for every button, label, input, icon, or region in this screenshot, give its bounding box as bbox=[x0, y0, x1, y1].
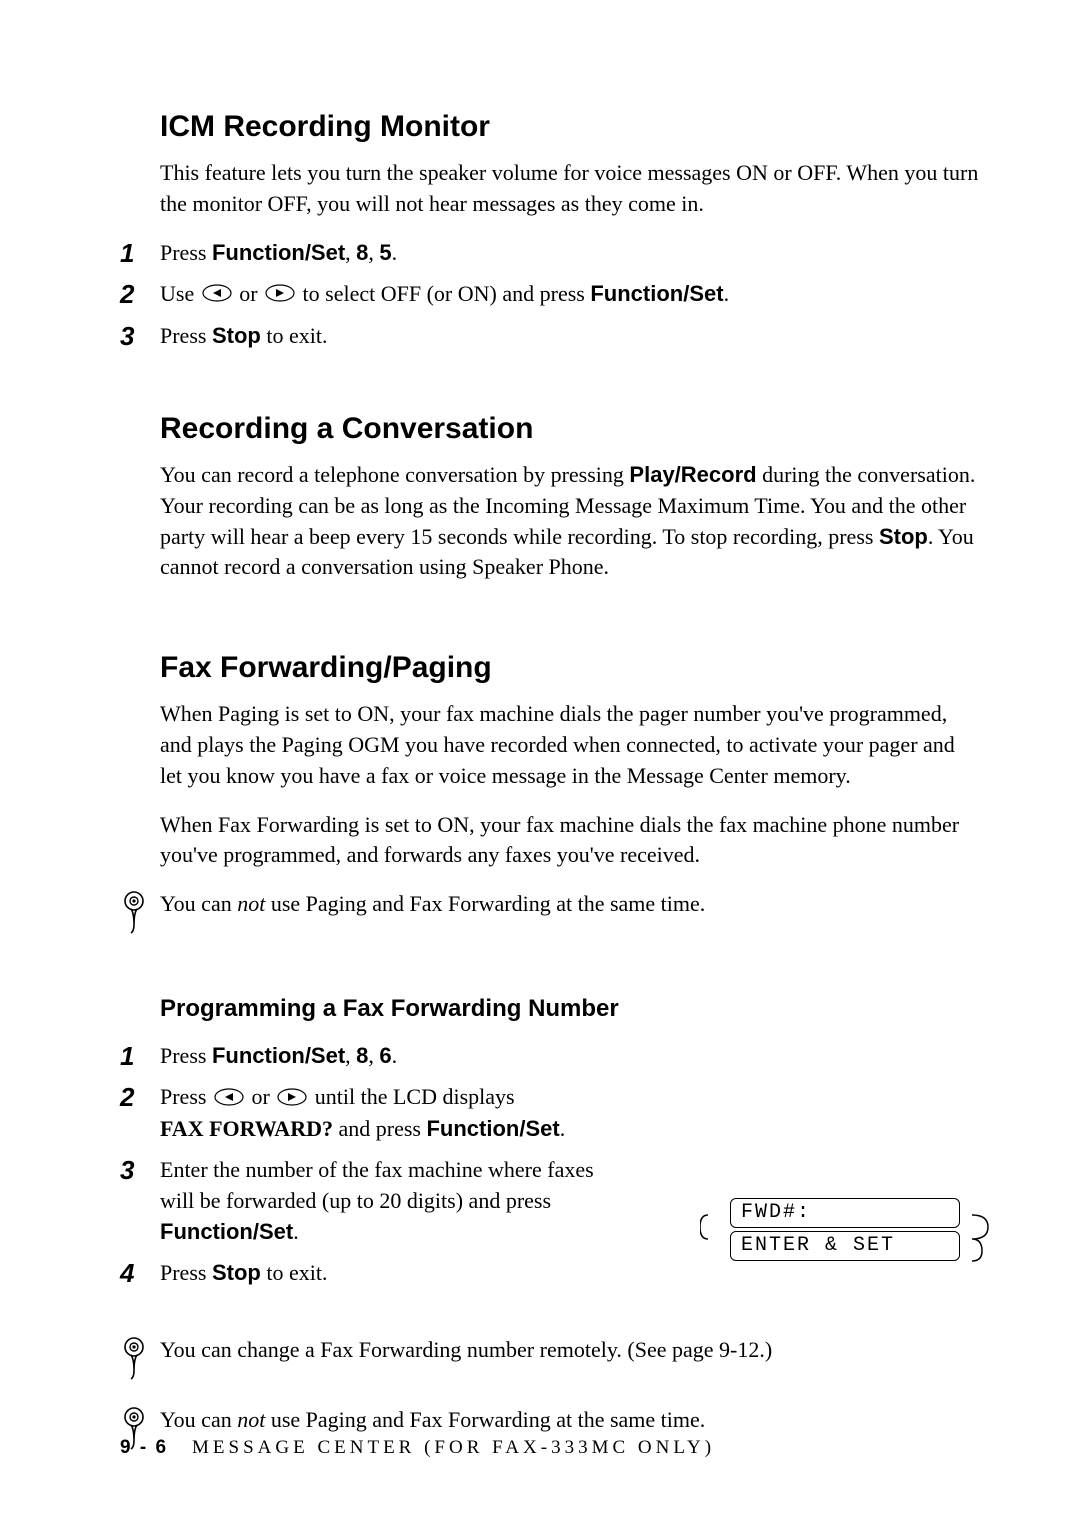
step-number: 3 bbox=[120, 1155, 160, 1186]
note-icon bbox=[120, 1335, 160, 1381]
note-text: You can change a Fax Forwarding number r… bbox=[160, 1335, 980, 1366]
note-icon bbox=[120, 889, 160, 935]
note-text: You can not use Paging and Fax Forwardin… bbox=[160, 1405, 980, 1436]
step-number: 1 bbox=[120, 1041, 160, 1072]
right-arrow-icon bbox=[277, 1084, 307, 1115]
step: 3 Press Stop to exit. bbox=[120, 321, 980, 352]
step-number: 3 bbox=[120, 321, 160, 352]
body-fax-fwd: When Fax Forwarding is set to ON, your f… bbox=[160, 810, 980, 872]
step-text: Press Function/Set, 8, 5. bbox=[160, 238, 980, 269]
section-heading-icm: ICM Recording Monitor bbox=[160, 110, 980, 144]
step-text: Press or until the LCD displays FAX FORW… bbox=[160, 1082, 980, 1145]
step-list-icm: 1 Press Function/Set, 8, 5. 2 Use or to … bbox=[120, 238, 980, 352]
step: 2 Use or to select OFF (or ON) and press… bbox=[120, 279, 980, 311]
left-arrow-icon bbox=[214, 1084, 244, 1115]
step: 1 Press Function/Set, 8, 6. bbox=[120, 1041, 980, 1072]
note-block: You can change a Fax Forwarding number r… bbox=[120, 1335, 980, 1381]
step-number: 1 bbox=[120, 238, 160, 269]
document-page: ICM Recording Monitor This feature lets … bbox=[0, 0, 1080, 1529]
step-number: 2 bbox=[120, 1082, 160, 1113]
step-number: 4 bbox=[120, 1258, 160, 1289]
note-text: You can not use Paging and Fax Forwardin… bbox=[160, 889, 980, 920]
step-text: Use or to select OFF (or ON) and press F… bbox=[160, 279, 980, 311]
right-arrow-icon bbox=[265, 280, 295, 311]
left-arrow-icon bbox=[202, 280, 232, 311]
chapter-title: MESSAGE CENTER (FOR FAX-333MC ONLY) bbox=[192, 1437, 715, 1458]
step: 2 Press or until the LCD displays FAX FO… bbox=[120, 1082, 980, 1145]
intro-icm: This feature lets you turn the speaker v… bbox=[160, 158, 980, 220]
lcd-display: FWD#: ENTER & SET bbox=[710, 1198, 980, 1264]
step-text: Press Stop to exit. bbox=[160, 321, 980, 352]
step-text: Enter the number of the fax machine wher… bbox=[160, 1155, 610, 1247]
step-text: Press Function/Set, 8, 6. bbox=[160, 1041, 980, 1072]
page-number: 9 - 6 bbox=[120, 1437, 168, 1458]
body-paging: When Paging is set to ON, your fax machi… bbox=[160, 699, 980, 791]
body-recording: You can record a telephone conversation … bbox=[160, 460, 980, 583]
step: 1 Press Function/Set, 8, 5. bbox=[120, 238, 980, 269]
sub-heading-programming: Programming a Fax Forwarding Number bbox=[160, 995, 980, 1023]
section-heading-recording: Recording a Conversation bbox=[160, 412, 980, 446]
note-block: You can not use Paging and Fax Forwardin… bbox=[120, 889, 980, 935]
page-footer: 9 - 6 MESSAGE CENTER (FOR FAX-333MC ONLY) bbox=[120, 1437, 715, 1459]
section-heading-fax-fwd: Fax Forwarding/Paging bbox=[160, 651, 980, 685]
step-number: 2 bbox=[120, 279, 160, 310]
